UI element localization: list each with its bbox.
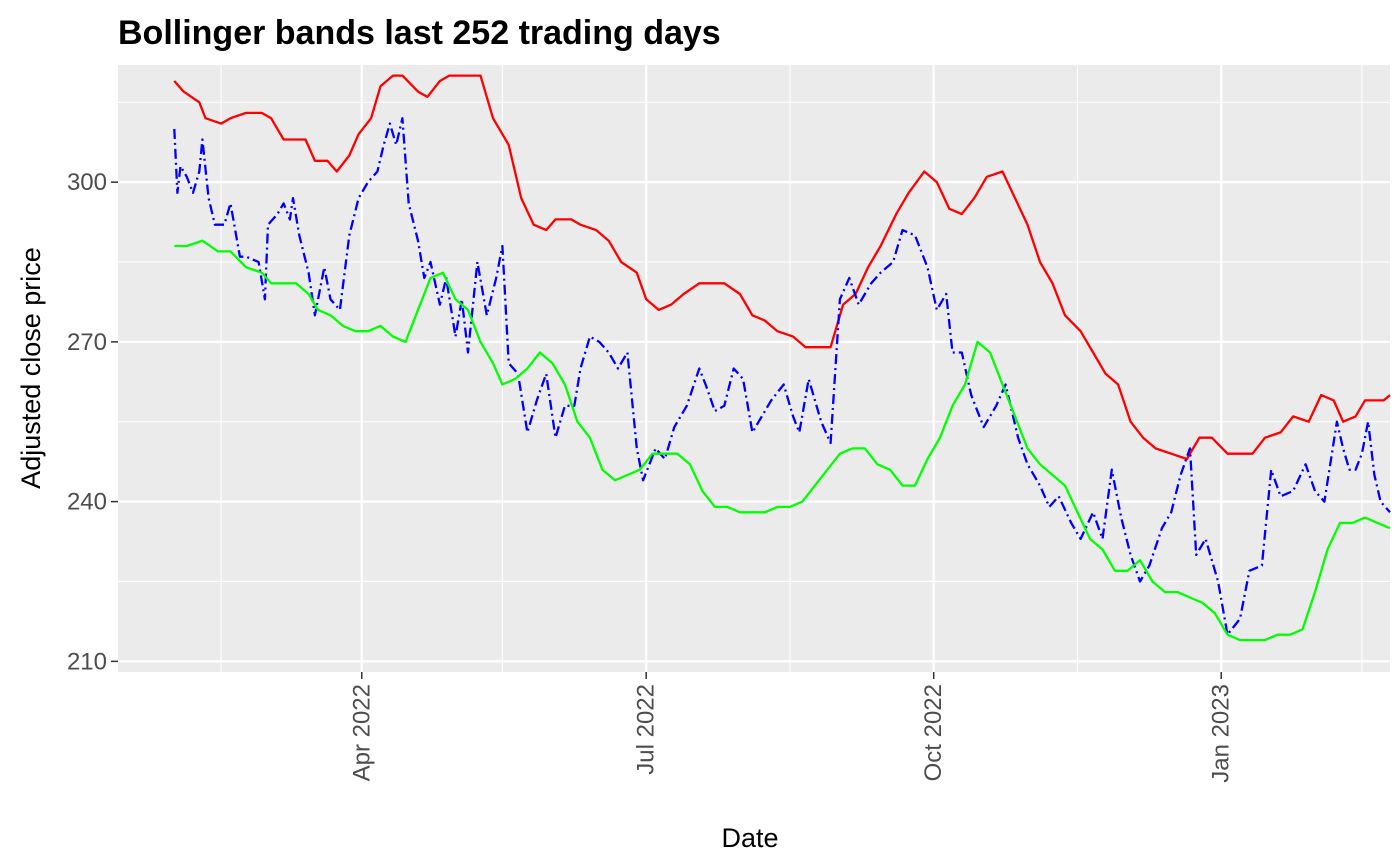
series-line-3 (174, 239, 1391, 642)
x-axis-title: Date (721, 823, 778, 853)
y-tick-label: 270 (67, 329, 107, 356)
plot-panel (118, 65, 1390, 672)
series-layer (173, 74, 1391, 642)
x-tick-label: Oct 2022 (920, 684, 947, 781)
series-line-1 (173, 74, 1391, 461)
x-axis: Apr 2022 Jul 2022 Oct 2022 Jan 2023 (348, 672, 1235, 783)
y-tick-label: 300 (67, 169, 107, 196)
minor-gridlines (118, 65, 1390, 672)
y-axis: 210 240 270 300 (67, 169, 118, 675)
x-tick-label: Apr 2022 (348, 684, 375, 781)
chart-title: Bollinger bands last 252 trading days (118, 14, 721, 52)
major-gridlines (118, 65, 1390, 672)
y-tick-label: 210 (67, 648, 107, 675)
y-tick-label: 240 (67, 489, 107, 516)
y-axis-title: Adjusted close price (16, 247, 46, 489)
x-tick-label: Jan 2023 (1208, 684, 1235, 783)
x-tick-label: Jul 2022 (633, 684, 660, 775)
